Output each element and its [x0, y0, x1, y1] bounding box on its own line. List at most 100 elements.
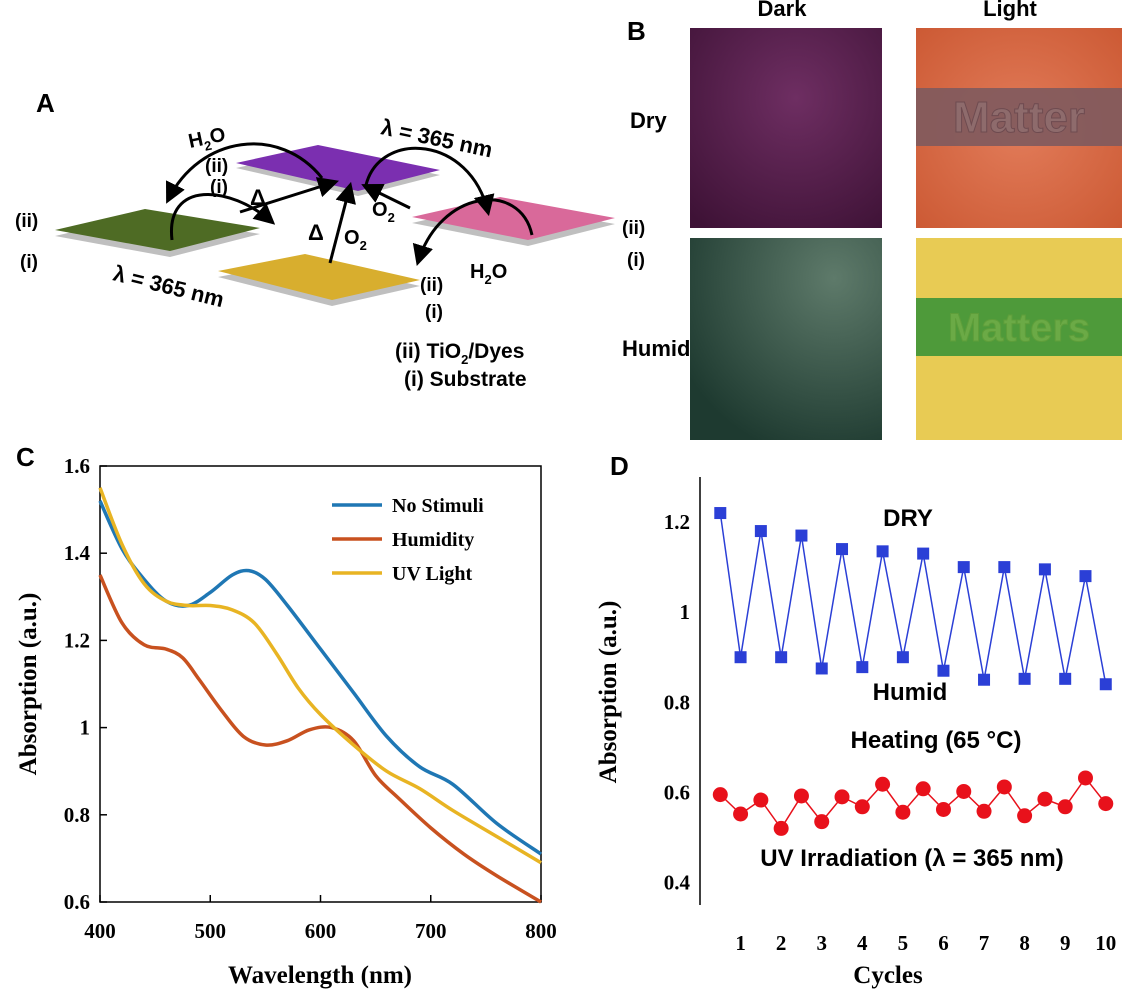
- chart-d-xtick-label: 1: [735, 931, 746, 955]
- chart-d-xtick-label: 10: [1095, 931, 1116, 955]
- column-light-label: Light: [983, 0, 1037, 21]
- data-point-circle: [935, 801, 951, 817]
- chart-c-y-ticks: 0.6 0.8 1 1.2 1.4 1.6: [64, 454, 107, 914]
- chart-c-ytick-label: 0.6: [64, 890, 90, 914]
- data-point-square: [734, 651, 747, 664]
- data-point-square: [1079, 570, 1092, 583]
- photo-humid-dark: [690, 238, 882, 440]
- chart-d-xtick-label: 5: [898, 931, 909, 955]
- chart-c-series: [98, 487, 542, 904]
- data-point-circle: [895, 804, 911, 820]
- series-line-no-stimuli: [98, 500, 542, 856]
- legend-label: No Stimuli: [392, 495, 484, 517]
- chart-c-xlabel: Wavelength (nm): [228, 962, 412, 989]
- data-point-square: [917, 547, 930, 560]
- column-dark-label: Dark: [758, 0, 808, 21]
- data-point-circle: [976, 803, 992, 819]
- delta-center: Δ: [308, 220, 324, 245]
- panel-d: D 0.4 0.6 0.8 1 1.2 1 2 3 4 5 6 7 8 9 10 DRY Humid He…: [595, 451, 1116, 989]
- data-point-circle: [773, 820, 789, 836]
- chart-d-ytick-label: 1.2: [664, 510, 690, 534]
- data-point-square: [1018, 672, 1031, 685]
- data-point-circle: [1017, 808, 1033, 824]
- data-point-circle: [733, 806, 749, 822]
- data-point-square: [714, 507, 727, 520]
- data-point-square: [978, 673, 991, 686]
- data-point-circle: [854, 799, 870, 815]
- data-point-square: [876, 545, 889, 558]
- chart-c-xtick-label: 500: [195, 919, 227, 943]
- chart-d-xtick-label: 2: [776, 931, 787, 955]
- plate-green-top: [55, 209, 260, 251]
- data-point-circle: [1057, 799, 1073, 815]
- plate-pink-top: [412, 197, 615, 240]
- data-point-square: [775, 651, 788, 664]
- data-point-square: [1038, 563, 1051, 576]
- data-point-square: [1059, 672, 1072, 685]
- layer-i-yellow: (i): [425, 302, 443, 323]
- chart-d-series: [712, 507, 1114, 836]
- label-uv-bottom: λ = 365 nm: [111, 261, 227, 313]
- plate-yellow: [218, 254, 420, 306]
- plate-purple: [236, 145, 440, 196]
- legend-layer-i: (i) Substrate: [404, 368, 527, 391]
- data-point-square: [998, 561, 1011, 574]
- layer-i-purple: (i): [210, 177, 228, 198]
- data-point-circle: [1098, 796, 1114, 812]
- data-point-circle: [875, 776, 891, 792]
- label-h2o-top: H2O: [186, 124, 228, 157]
- data-point-circle: [915, 781, 931, 797]
- chart-c-ytick-label: 0.8: [64, 803, 90, 827]
- panel-c-label: C: [16, 442, 35, 472]
- annotation-dry: DRY: [883, 505, 933, 532]
- chart-d-ylabel: Absorption (a.u.): [595, 601, 622, 784]
- data-point-square: [815, 662, 828, 675]
- data-point-circle: [1077, 770, 1093, 786]
- panel-b: B Dark Light Dry Humid Matter Matters: [622, 0, 1122, 440]
- chart-d-xtick-label: 8: [1019, 931, 1030, 955]
- photo-dry-dark: [690, 28, 882, 228]
- legend-label: Humidity: [392, 529, 474, 551]
- panel-d-label: D: [610, 451, 629, 481]
- layer-ii-purple: (ii): [205, 156, 228, 177]
- chart-c-ytick-label: 1.4: [64, 541, 91, 565]
- delta-left: Δ: [250, 185, 266, 210]
- chart-c-ylabel: Absorption (a.u.): [15, 593, 42, 776]
- chart-c-xtick-label: 600: [305, 919, 337, 943]
- chart-c-ytick-label: 1.2: [64, 628, 90, 652]
- chart-c-x-ticks: 400 500 600 700 800: [84, 895, 557, 943]
- annotation-uv: UV Irradiation (λ = 365 nm): [760, 845, 1063, 872]
- arrow-h2o-top: [166, 142, 324, 204]
- layer-ii-green: (ii): [15, 211, 38, 232]
- chart-d-xtick-label: 3: [816, 931, 827, 955]
- chart-d-xtick-label: 7: [979, 931, 990, 955]
- photo-humid-light: Matters: [916, 238, 1122, 440]
- chart-d-ytick-label: 0.8: [664, 690, 690, 714]
- panel-c: C 0.6 0.8 1 1.2 1.4 1.6 400 500 600 700 800 No St…: [15, 442, 557, 989]
- chart-d-ytick-label: 0.6: [664, 780, 690, 804]
- layer-ii-pink: (ii): [622, 218, 645, 239]
- panel-b-label: B: [627, 16, 646, 46]
- data-point-circle: [996, 779, 1012, 795]
- data-point-square: [754, 525, 767, 538]
- label-o2-center: O2: [344, 227, 367, 253]
- panel-a: A H2O λ = 365 nm: [15, 88, 645, 391]
- chart-c-xtick-label: 800: [525, 919, 557, 943]
- data-point-circle: [814, 814, 830, 830]
- chart-d-ytick-label: 0.4: [664, 870, 691, 894]
- chart-d-xtick-label: 6: [938, 931, 949, 955]
- arrow-delta-center: [328, 181, 356, 264]
- legend-label: UV Light: [392, 563, 473, 585]
- layer-i-green: (i): [20, 252, 38, 273]
- chart-c-frame: [99, 465, 542, 903]
- data-point-circle: [1037, 791, 1053, 807]
- data-point-square: [1099, 678, 1112, 691]
- data-point-circle: [793, 788, 809, 804]
- chart-c-ytick-label: 1: [80, 716, 91, 740]
- data-point-square: [957, 561, 970, 574]
- legend-layer-ii: (ii) TiO2/Dyes: [395, 340, 524, 367]
- arrow-o2-right: [361, 183, 411, 210]
- data-point-square: [937, 664, 950, 677]
- chart-d-x-ticks: 1 2 3 4 5 6 7 8 9 10: [735, 931, 1116, 955]
